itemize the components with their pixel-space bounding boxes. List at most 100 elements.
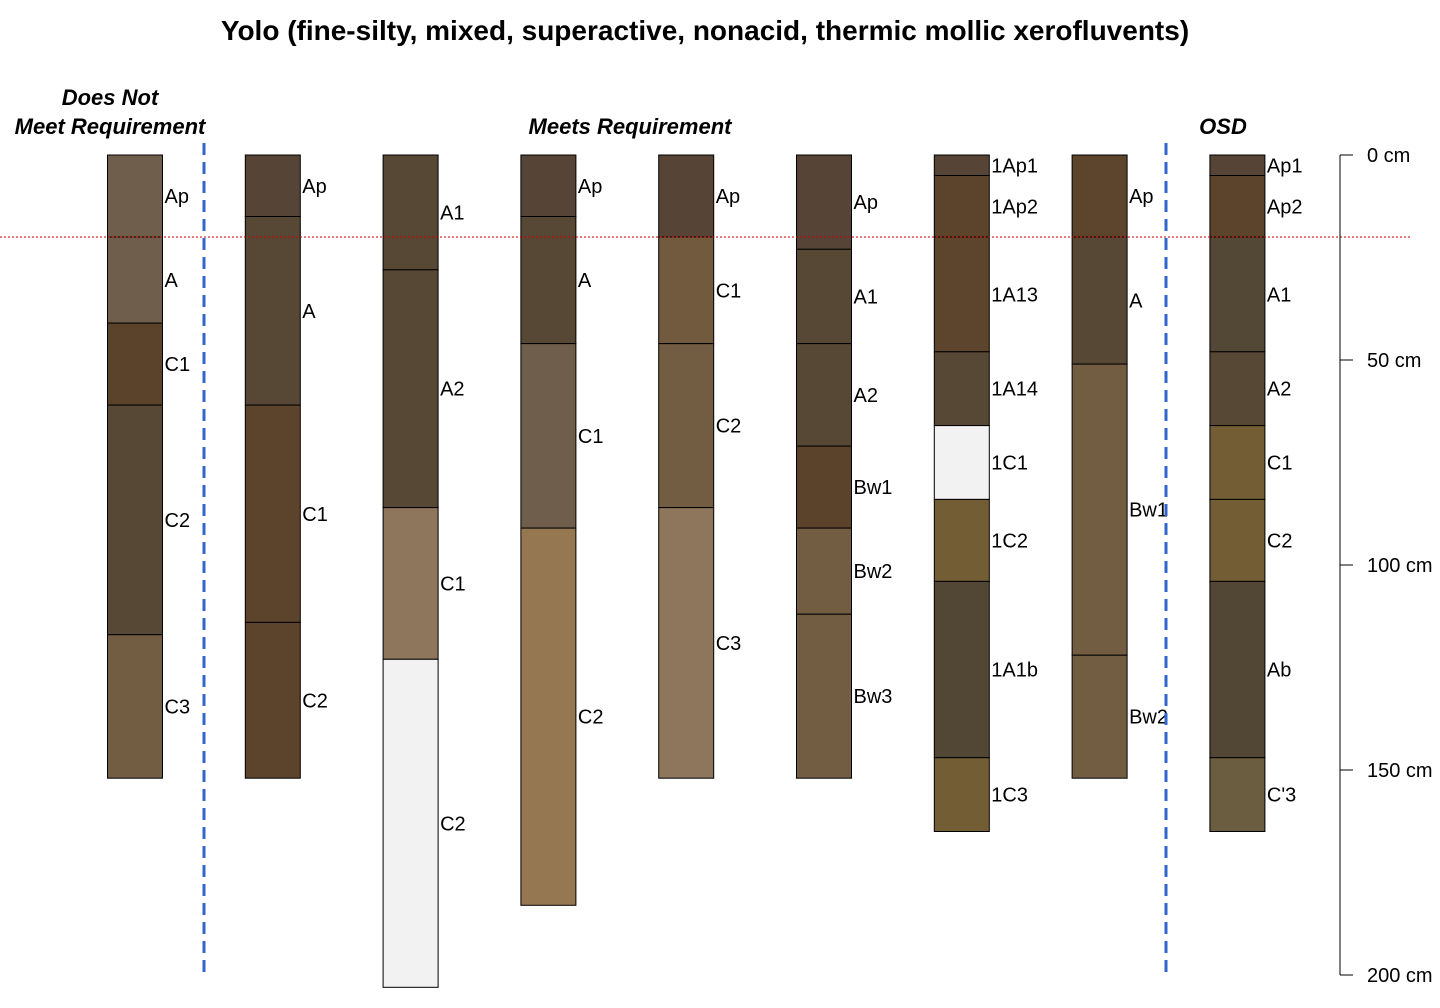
horizon-label: Ap xyxy=(578,176,602,198)
horizon-block xyxy=(520,527,577,906)
depth-axis: 0 cm 50 cm 100 cm 150 cm 200 cm xyxy=(1339,145,1433,987)
group-labels: Does Not Meet Requirement Meets Requiremen… xyxy=(15,85,1247,139)
group-label: Meet Requirement xyxy=(15,114,207,139)
horizon-block xyxy=(520,343,577,529)
horizon-label: C3 xyxy=(716,633,742,655)
horizon-label: C1 xyxy=(440,573,466,595)
horizon-label: 1A14 xyxy=(991,379,1038,401)
horizon-block xyxy=(933,351,990,427)
horizon-block xyxy=(933,580,990,759)
soil-profile: Ap C1 C2 C3 xyxy=(658,154,742,779)
horizon-block xyxy=(796,154,852,250)
horizon-label: A2 xyxy=(854,385,878,407)
horizon-block xyxy=(520,154,577,217)
horizon-label: C1 xyxy=(165,354,191,376)
horizon-label: C2 xyxy=(1267,530,1293,552)
horizon-label: Ap2 xyxy=(1267,196,1303,218)
horizon-block xyxy=(1071,154,1128,238)
horizon-block xyxy=(107,236,163,324)
horizon-label: Bw2 xyxy=(1129,707,1168,729)
horizon-label: C'3 xyxy=(1267,785,1296,807)
horizon-label: C1 xyxy=(578,426,604,448)
horizon-label: Bw1 xyxy=(1129,500,1168,522)
horizon-label: Ap xyxy=(716,186,740,208)
horizon-block xyxy=(796,445,852,529)
horizon-label: A xyxy=(165,270,179,292)
horizon-label: A xyxy=(302,301,316,323)
soil-profiles: ApAC1C2C3ApAC1C2A1A2C1C2ApAC1C2ApC1C2C3A… xyxy=(107,154,1303,988)
horizon-block xyxy=(796,248,852,345)
horizon-block xyxy=(244,404,301,623)
horizon-block xyxy=(1209,580,1266,759)
horizon-block xyxy=(382,507,439,660)
horizon-block xyxy=(933,498,990,582)
horizon-label: 1Ap2 xyxy=(991,196,1038,218)
horizon-block xyxy=(1209,425,1266,500)
group-label: Does Not xyxy=(62,85,160,110)
horizon-label: C1 xyxy=(302,504,328,526)
soil-profile: Ap A C1 C2 C3 xyxy=(107,154,191,779)
soil-profile: Ap1 Ap2 A1 A2 C1 C2 Ab C'3 xyxy=(1209,154,1303,833)
horizon-label: A1 xyxy=(854,286,878,308)
horizon-label: C2 xyxy=(302,690,328,712)
horizon-label: Ap xyxy=(1129,186,1153,208)
soil-profile: Ap A1 A2 Bw1 Bw2 Bw3 xyxy=(796,154,893,779)
horizon-block xyxy=(933,154,990,176)
horizon-label: A1 xyxy=(440,202,464,224)
horizon-label: C2 xyxy=(578,707,604,729)
horizon-label: A xyxy=(1129,291,1143,313)
horizon-block xyxy=(933,757,990,833)
horizon-label: Bw2 xyxy=(854,561,893,583)
horizon-block xyxy=(107,404,163,636)
horizon-block xyxy=(1209,351,1266,427)
horizon-label: C2 xyxy=(716,416,742,438)
horizon-block xyxy=(244,216,301,406)
horizon-label: 1A13 xyxy=(991,284,1038,306)
horizon-block xyxy=(1071,363,1128,656)
horizon-block xyxy=(244,621,301,779)
horizon-block xyxy=(1071,236,1128,365)
horizon-label: 1A1b xyxy=(991,660,1038,682)
horizon-block xyxy=(1209,498,1266,582)
horizon-block xyxy=(1209,175,1266,238)
group-separators xyxy=(202,143,1168,972)
horizon-block xyxy=(1071,654,1128,779)
horizon-label: 1C2 xyxy=(991,530,1028,552)
soil-profile: Ap A C1 C2 xyxy=(244,154,328,779)
horizon-label: C1 xyxy=(716,280,742,302)
horizon-label: Ab xyxy=(1267,660,1291,682)
horizon-label: C2 xyxy=(440,813,466,835)
horizon-block xyxy=(933,236,990,353)
horizon-block xyxy=(796,343,852,447)
horizon-label: Bw3 xyxy=(854,686,893,708)
horizon-block xyxy=(1209,757,1266,833)
horizon-label: C3 xyxy=(165,696,191,718)
horizon-block xyxy=(658,507,715,779)
horizon-block xyxy=(382,154,439,271)
horizon-label: A2 xyxy=(440,379,464,401)
horizon-label: C1 xyxy=(1267,453,1293,475)
horizon-block xyxy=(658,236,715,345)
soil-profile: A1 A2 C1 C2 xyxy=(382,154,466,988)
horizon-block xyxy=(244,154,301,217)
depth-tick-label: 50 cm xyxy=(1367,350,1421,372)
horizon-block xyxy=(382,269,439,509)
horizon-label: 1C3 xyxy=(991,785,1028,807)
horizon-block xyxy=(933,175,990,238)
horizon-label: Ap xyxy=(165,186,189,208)
horizon-block xyxy=(658,154,715,238)
horizon-label: Ap xyxy=(302,176,326,198)
depth-tick-label: 100 cm xyxy=(1367,555,1433,577)
soil-profile: Ap A Bw1 Bw2 xyxy=(1071,154,1168,779)
horizon-block xyxy=(382,658,439,988)
soil-profile: Ap A C1 C2 xyxy=(520,154,604,906)
horizon-label: Bw1 xyxy=(854,477,893,499)
horizon-label: Ap xyxy=(854,192,878,214)
group-label: OSD xyxy=(1199,114,1247,139)
depth-tick-label: 150 cm xyxy=(1367,760,1433,782)
horizon-label: Ap1 xyxy=(1267,155,1303,177)
horizon-block xyxy=(107,154,163,238)
horizon-label: 1C1 xyxy=(991,453,1028,475)
horizon-block xyxy=(796,613,852,779)
